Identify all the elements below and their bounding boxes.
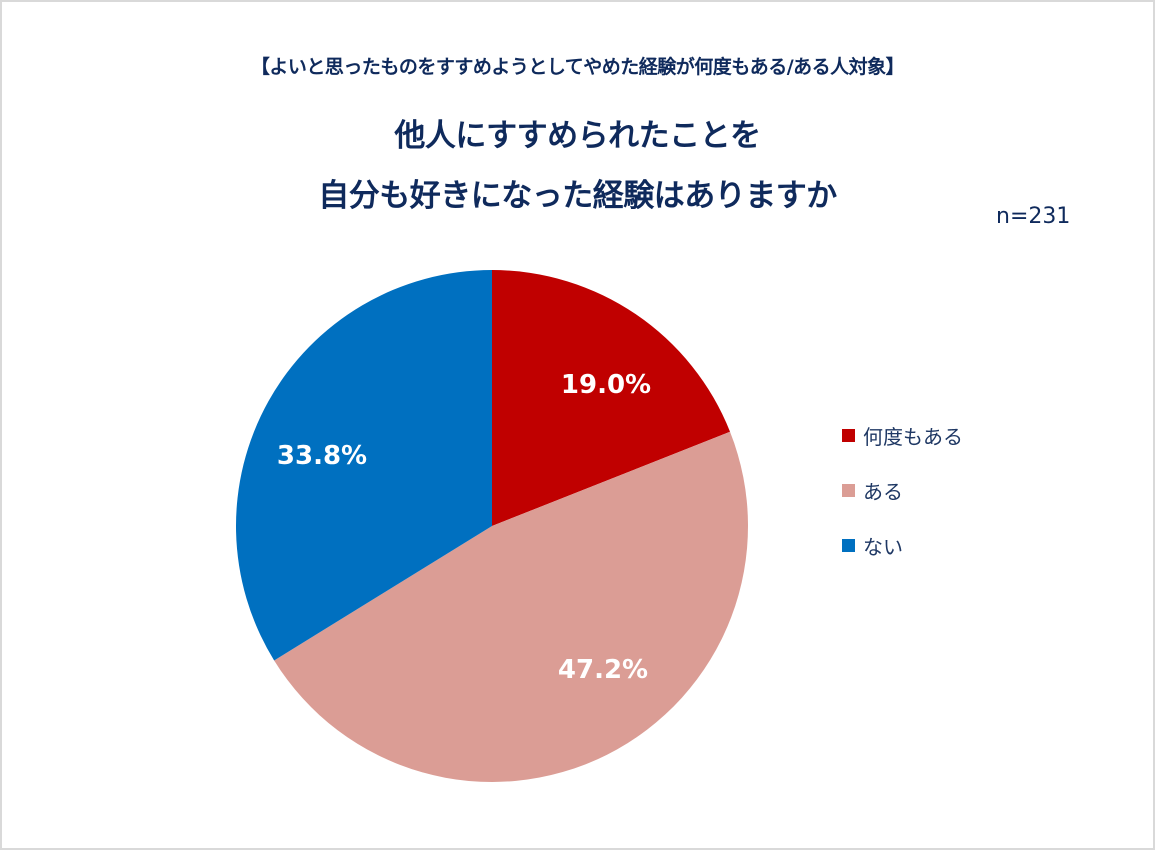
pie-slice-yes (274, 431, 748, 782)
legend-label: ある (863, 479, 903, 504)
slice-label-no: 33.8% (277, 441, 367, 471)
pie-slice-no (236, 270, 492, 661)
slice-label-yes: 47.2% (558, 655, 648, 685)
chart-subtitle: 【よいと思ったものをすすめようとしてやめた経験が何度もある/ある人対象】 (250, 56, 905, 78)
legend-item-many-times: 何度もある (842, 420, 963, 450)
legend-item-no: ない (842, 530, 963, 560)
legend-swatch-icon (842, 538, 855, 552)
chart-title-line-2: 自分も好きになった経験はありますか (318, 178, 837, 214)
chart-title-line-1: 他人にすすめられたことを (394, 118, 761, 154)
pie-slice-many-times (492, 270, 731, 526)
legend-swatch-icon (842, 428, 855, 442)
sample-size-label: n=231 (996, 204, 1071, 229)
legend-swatch-icon (842, 483, 855, 497)
slice-label-many-times: 19.0% (561, 370, 651, 400)
legend-label: 何度もある (863, 424, 963, 449)
legend-item-yes: ある (842, 475, 963, 505)
legend-label: ない (863, 534, 903, 559)
legend: 何度もある ある ない (842, 420, 963, 585)
